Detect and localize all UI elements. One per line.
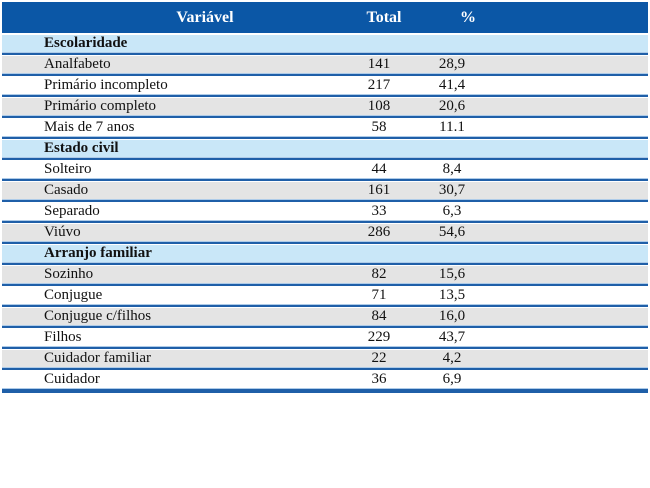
section-row: Escolaridade xyxy=(2,35,648,52)
table-row: Separado 33 6,3 xyxy=(2,203,648,220)
total-cell: 82 xyxy=(371,266,387,282)
row-divider xyxy=(2,241,648,245)
table-row: Casado 161 30,7 xyxy=(2,182,648,199)
percent-cell: 6,3 xyxy=(442,203,462,219)
variable-cell: Filhos xyxy=(44,329,82,345)
row-divider xyxy=(2,52,648,56)
total-cell: 71 xyxy=(371,287,387,303)
row-divider xyxy=(2,367,648,371)
column-header-percent: % xyxy=(460,8,476,26)
variable-cell: Analfabeto xyxy=(44,56,111,72)
table-header-row: Variável Total % xyxy=(2,2,648,33)
section-row: Estado civil xyxy=(2,140,648,157)
total-cell: 44 xyxy=(371,161,387,177)
percent-cell: 11.1 xyxy=(439,119,465,135)
table-row: Filhos 229 43,7 xyxy=(2,329,648,346)
variable-cell: Viúvo xyxy=(44,224,81,240)
table-row: Primário completo 108 20,6 xyxy=(2,98,648,115)
table-row: Sozinho 82 15,6 xyxy=(2,266,648,283)
total-cell: 161 xyxy=(367,182,391,198)
variable-cell: Primário completo xyxy=(44,98,157,114)
section-row: Arranjo familiar xyxy=(2,245,648,262)
total-cell: 141 xyxy=(367,56,391,72)
total-cell: 217 xyxy=(367,77,391,93)
table-body: Escolaridade Analfabeto 141 28,9 Primário in… xyxy=(2,35,648,393)
row-divider xyxy=(2,199,648,203)
total-cell: 84 xyxy=(371,308,387,324)
row-divider xyxy=(2,283,648,287)
percent-cell: 28,9 xyxy=(438,56,466,72)
percent-cell: 43,7 xyxy=(438,329,466,345)
table-row: Cuidador familiar 22 4,2 xyxy=(2,350,648,367)
table-row: Solteiro 44 8,4 xyxy=(2,161,648,178)
table-row: Primário incompleto 217 41,4 xyxy=(2,77,648,94)
total-cell: 33 xyxy=(371,203,387,219)
percent-cell: 13,5 xyxy=(438,287,466,303)
total-cell: 58 xyxy=(371,119,387,135)
row-divider xyxy=(2,94,648,98)
variable-cell: Cuidador xyxy=(44,371,100,387)
percent-cell: 30,7 xyxy=(438,182,466,198)
table-row: Conjugue c/filhos 84 16,0 xyxy=(2,308,648,325)
percent-cell: 8,4 xyxy=(442,161,462,177)
section-label: Estado civil xyxy=(44,140,119,156)
percent-cell: 15,6 xyxy=(438,266,466,282)
variable-cell: Separado xyxy=(44,203,100,219)
column-header-variable: Variável xyxy=(176,8,234,26)
percent-cell: 6,9 xyxy=(442,371,462,387)
section-label: Arranjo familiar xyxy=(44,245,152,261)
percent-cell: 4,2 xyxy=(442,350,462,366)
table-row: Viúvo 286 54,6 xyxy=(2,224,648,241)
percent-cell: 16,0 xyxy=(438,308,466,324)
table-row: Conjugue 71 13,5 xyxy=(2,287,648,304)
table-row: Mais de 7 anos 58 11.1 xyxy=(2,119,648,136)
variable-cell: Conjugue c/filhos xyxy=(44,308,152,324)
total-cell: 229 xyxy=(367,329,391,345)
total-cell: 22 xyxy=(371,350,387,366)
variable-cell: Solteiro xyxy=(44,161,92,177)
table-bottom-border xyxy=(2,388,648,393)
row-divider xyxy=(2,304,648,308)
percent-cell: 41,4 xyxy=(438,77,466,93)
variable-cell: Cuidador familiar xyxy=(44,350,152,366)
column-header-total: Total xyxy=(366,8,402,26)
row-divider xyxy=(2,136,648,140)
variable-cell: Casado xyxy=(44,182,89,198)
variable-cell: Mais de 7 anos xyxy=(44,119,135,135)
percent-cell: 54,6 xyxy=(438,224,466,240)
row-divider xyxy=(2,157,648,161)
section-label: Escolaridade xyxy=(44,35,128,51)
variable-cell: Sozinho xyxy=(44,266,94,282)
variable-cell: Primário incompleto xyxy=(44,77,168,93)
table-row: Analfabeto 141 28,9 xyxy=(2,56,648,73)
total-cell: 36 xyxy=(371,371,387,387)
row-divider xyxy=(2,115,648,119)
row-divider xyxy=(2,262,648,266)
total-cell: 108 xyxy=(367,98,391,114)
row-divider xyxy=(2,178,648,182)
variable-cell: Conjugue xyxy=(44,287,103,303)
row-divider xyxy=(2,325,648,329)
row-divider xyxy=(2,346,648,350)
row-divider xyxy=(2,220,648,224)
table-row: Cuidador 36 6,9 xyxy=(2,371,648,388)
row-divider xyxy=(2,73,648,77)
percent-cell: 20,6 xyxy=(438,98,466,114)
total-cell: 286 xyxy=(367,224,391,240)
